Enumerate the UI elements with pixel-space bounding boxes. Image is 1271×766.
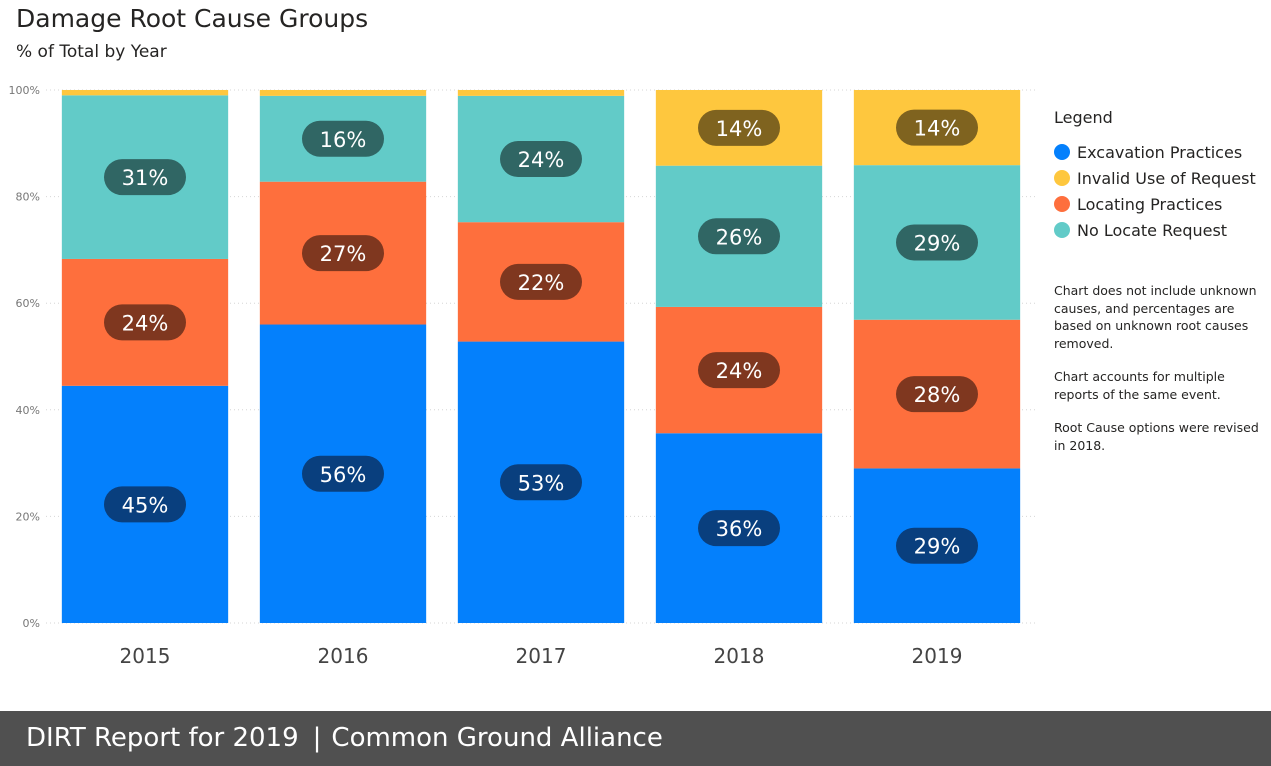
- data-label: 28%: [914, 383, 961, 407]
- data-label: 22%: [518, 271, 565, 295]
- data-label: 16%: [320, 128, 367, 152]
- data-label: 24%: [716, 359, 763, 383]
- data-label: 24%: [122, 311, 169, 335]
- data-label-pill: [896, 109, 978, 146]
- data-label-pill: [896, 376, 978, 413]
- x-tick-label: 2017: [516, 644, 567, 668]
- chart-notes: Chart does not include unknown causes, a…: [1054, 282, 1266, 470]
- data-label: 14%: [914, 117, 961, 141]
- stacked-bar-chart: 0% 20% 40% 60% 80% 100% 45% 24% 31% 2015 56% 27% 16%…: [9, 84, 1036, 668]
- y-tick-label: 40%: [16, 404, 40, 417]
- y-tick-label: 80%: [16, 191, 40, 204]
- data-label: 26%: [716, 225, 763, 249]
- footer-organization: Common Ground Alliance: [331, 723, 663, 753]
- y-tick-label: 60%: [16, 297, 40, 310]
- data-label-pill: [698, 352, 780, 389]
- data-label: 24%: [518, 148, 565, 172]
- y-tick-label: 0%: [23, 617, 40, 630]
- data-label: 14%: [716, 117, 763, 141]
- footer-report-title: DIRT Report for 2019: [26, 723, 299, 753]
- chart-title: Damage Root Cause Groups: [16, 4, 369, 33]
- legend-item-locating-practices[interactable]: Locating Practices: [1054, 191, 1269, 217]
- legend-label: Excavation Practices: [1077, 142, 1243, 162]
- data-label-pill: [500, 464, 582, 501]
- note-root-cause-revised: Root Cause options were revised in 2018.: [1054, 420, 1259, 453]
- note-unknown-causes: Chart does not include unknown causes, a…: [1054, 283, 1257, 351]
- data-label: 45%: [122, 493, 169, 517]
- y-tick-label: 20%: [16, 510, 40, 523]
- data-label-pill: [302, 455, 384, 492]
- note-multiple-reports: Chart accounts for multiple reports of t…: [1054, 369, 1225, 402]
- chart-subtitle: % of Total by Year: [16, 42, 167, 62]
- data-label-pill: [698, 218, 780, 255]
- bar-segment: [457, 90, 625, 96]
- x-tick-label: 2016: [318, 644, 369, 668]
- data-label-pill: [896, 224, 978, 261]
- footer-bar: DIRT Report for 2019 | Common Ground Allia…: [0, 711, 1271, 766]
- data-label-pill: [104, 486, 186, 523]
- data-label: 31%: [122, 166, 169, 190]
- legend-item-no-locate-request[interactable]: No Locate Request: [1054, 217, 1269, 243]
- data-label-pill: [500, 141, 582, 178]
- bar-segment: [61, 90, 229, 96]
- legend-item-excavation-practices[interactable]: Excavation Practices: [1054, 139, 1269, 165]
- legend-swatch-icon: [1054, 144, 1070, 160]
- legend-label: No Locate Request: [1077, 220, 1228, 240]
- x-tick-label: 2015: [120, 644, 171, 668]
- legend-label: Invalid Use of Request: [1077, 168, 1256, 188]
- legend-item-invalid-use-of-request[interactable]: Invalid Use of Request: [1054, 165, 1269, 191]
- legend-swatch-icon: [1054, 222, 1070, 238]
- data-label-pill: [698, 109, 780, 146]
- bar-segment: [259, 90, 427, 96]
- data-label-pill: [302, 235, 384, 272]
- legend-swatch-icon: [1054, 170, 1070, 186]
- data-label-pill: [104, 159, 186, 196]
- data-label: 36%: [716, 517, 763, 541]
- data-label: 56%: [320, 463, 367, 487]
- y-tick-label: 100%: [9, 84, 40, 97]
- data-label-pill: [104, 304, 186, 341]
- legend-swatch-icon: [1054, 196, 1070, 212]
- legend-title: Legend: [1054, 108, 1113, 127]
- data-label-pill: [500, 263, 582, 300]
- footer-separator: |: [312, 723, 322, 753]
- legend: Legend Excavation Practices Invalid Use …: [1054, 108, 1269, 243]
- data-label-pill: [896, 527, 978, 564]
- data-label: 29%: [914, 535, 961, 559]
- data-label: 27%: [320, 242, 367, 266]
- data-label-pill: [302, 120, 384, 157]
- legend-label: Locating Practices: [1077, 194, 1223, 214]
- x-tick-label: 2019: [912, 644, 963, 668]
- data-label-pill: [698, 510, 780, 547]
- data-label: 29%: [914, 231, 961, 255]
- data-label: 53%: [518, 471, 565, 495]
- x-tick-label: 2018: [714, 644, 765, 668]
